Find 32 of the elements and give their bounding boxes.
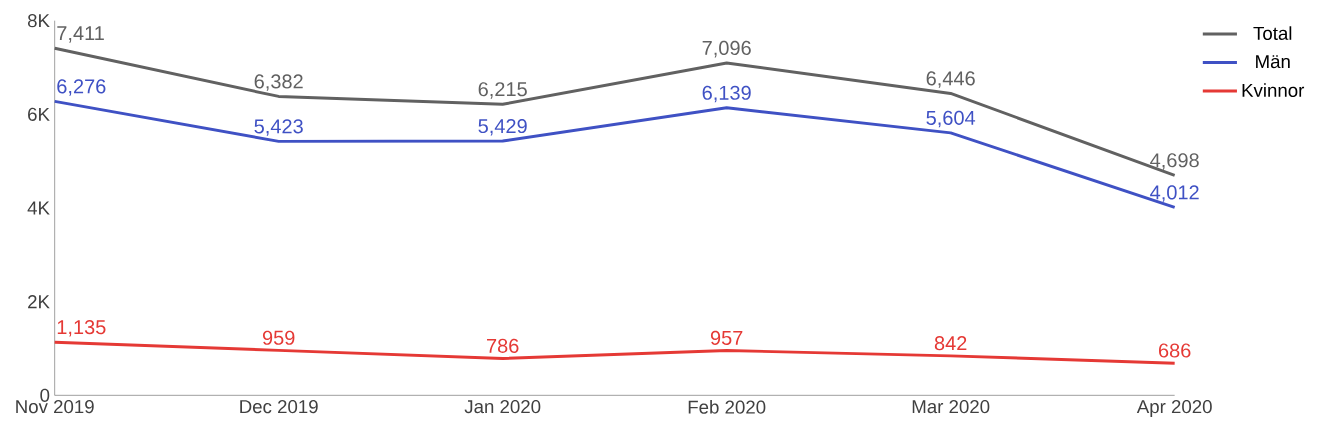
x-tick-label: Apr 2020: [1136, 400, 1212, 417]
data-label: 1,135: [57, 320, 106, 337]
data-label: 4,698: [1150, 153, 1199, 170]
legend-label: Total: [1253, 26, 1292, 40]
data-label: 7,411: [57, 26, 104, 43]
data-label: 6,446: [926, 71, 975, 88]
data-label: 7,096: [702, 40, 751, 58]
data-label: 786: [487, 338, 519, 353]
data-label: 6,215: [478, 82, 527, 99]
data-label: 6,382: [254, 74, 303, 91]
y-tick-label: 8K: [27, 14, 50, 28]
data-label: 5,604: [926, 110, 976, 128]
legend-label: Kvinnor: [1242, 83, 1305, 98]
data-label: 957: [710, 330, 743, 345]
y-tick-label: 4K: [27, 201, 50, 215]
data-label: 842: [934, 336, 967, 351]
x-tick-label: Dec 2019: [240, 400, 318, 414]
data-label: 686: [1159, 343, 1191, 358]
x-tick-label: Nov 2019: [16, 400, 94, 414]
legend-label: Män: [1256, 55, 1290, 69]
data-label: 6,139: [702, 85, 751, 103]
data-label: 4,012: [1150, 185, 1199, 202]
x-tick-label: Jan 2020: [464, 400, 541, 414]
x-tick-label: Mar 2020: [912, 400, 990, 414]
x-tick-label: Feb 2020: [688, 400, 766, 414]
data-label: 5,429: [478, 118, 527, 136]
y-tick-label: 0: [40, 388, 50, 402]
y-tick-label: 6K: [28, 107, 50, 121]
y-tick-label: 2K: [28, 295, 50, 309]
data-label: 6,276: [57, 79, 106, 96]
data-label: 959: [262, 330, 295, 345]
data-label: 5,423: [254, 119, 303, 136]
